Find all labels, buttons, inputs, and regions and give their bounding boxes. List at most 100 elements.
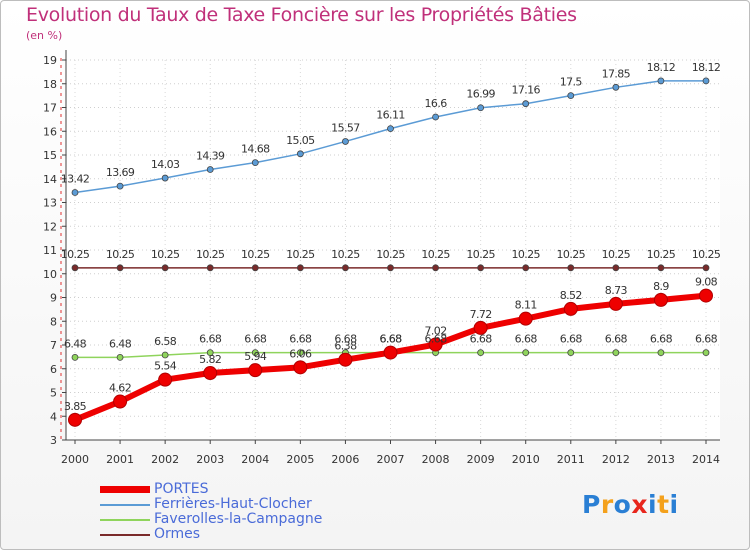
data-label: 15.57 [331,121,360,134]
y-tick-label: 13 [43,197,57,210]
data-label: 10.25 [692,248,721,261]
legend-label: Ferrières-Haut-Clocher [154,496,312,512]
data-label: 6.68 [560,333,583,346]
data-label: 6.68 [515,333,538,346]
data-label: 6.68 [695,333,718,346]
data-label: 10.25 [602,248,631,261]
data-point [522,100,530,108]
data-label: 6.68 [470,333,493,346]
data-point [383,345,398,360]
data-point [161,264,169,272]
data-point [113,394,128,409]
data-label: 14.03 [151,158,180,171]
y-tick-label: 15 [43,149,57,162]
x-tick-label: 2008 [422,453,450,466]
data-label: 6.68 [334,333,357,346]
data-point [518,311,533,326]
data-point [161,174,169,182]
data-point [293,360,308,375]
data-label: 8.9 [653,280,669,293]
data-label: 6.48 [109,337,132,350]
y-tick-label: 5 [50,387,57,400]
data-label: 8.73 [605,284,628,297]
data-label: 8.52 [560,289,582,302]
data-label: 10.25 [376,248,405,261]
data-label: 7.72 [470,308,492,321]
legend-swatch [100,486,150,493]
x-tick-label: 2004 [241,453,269,466]
legend-label: Ormes [154,526,201,542]
data-point [116,182,124,190]
data-label: 6.06 [289,347,312,360]
data-point [158,372,173,387]
data-point [473,320,488,335]
data-point [68,412,82,427]
data-point [477,264,485,272]
data-point [567,264,575,272]
y-tick-label: 14 [43,173,57,186]
logo-letter: i [648,490,658,519]
y-tick-label: 11 [43,244,57,257]
y-tick-label: 4 [50,410,57,423]
x-tick-label: 2011 [557,453,585,466]
legend-swatch [100,504,150,506]
data-point [251,159,259,167]
data-point [432,264,439,272]
y-axis-unit-label: (en %) [26,29,63,42]
data-point [251,264,259,272]
data-label: 6.58 [154,335,177,348]
logo-letter: x [631,490,648,519]
data-label: 9.08 [695,276,718,289]
x-tick-label: 2010 [512,453,540,466]
data-point [296,264,304,272]
data-label: 10.25 [331,248,360,261]
x-tick-label: 2009 [467,453,495,466]
x-tick-label: 2014 [692,453,720,466]
data-point [612,83,620,91]
data-point [342,138,349,145]
data-label: 3.85 [64,400,87,413]
data-point [702,77,710,85]
data-point [203,366,218,381]
data-label: 17.16 [511,84,540,97]
data-point [657,77,665,85]
x-tick-label: 2001 [106,453,134,466]
legend-label: PORTES [154,481,209,497]
data-point [296,349,304,357]
data-point [477,349,485,357]
data-label: 16.6 [425,97,448,110]
data-point [251,349,259,357]
data-point [71,189,79,196]
data-point [116,353,124,361]
data-label: 6.48 [64,337,87,350]
y-tick-label: 16 [43,125,57,138]
data-label: 6.68 [605,333,628,346]
data-label: 13.69 [106,166,135,179]
data-label: 16.11 [376,109,405,122]
data-label: 6.68 [289,333,312,346]
data-label: 6.68 [650,333,673,346]
data-point [296,150,304,158]
data-point [71,264,79,272]
legend-swatch [100,519,150,521]
data-point [342,264,349,272]
data-point [657,349,665,357]
x-tick-label: 2005 [286,453,314,466]
data-label: 6.38 [334,340,357,353]
data-label: 6.68 [379,333,402,346]
data-label: 6.68 [425,333,448,346]
x-tick-label: 2002 [151,453,179,466]
data-point [567,349,575,357]
chart-title: Evolution du Taux de Taxe Foncière sur l… [26,4,577,26]
data-label: 10.25 [61,248,90,261]
data-label: 7.02 [425,325,447,338]
data-label: 17.85 [602,67,631,80]
data-point [522,349,530,357]
logo-letter: t [657,490,670,519]
y-tick-label: 18 [43,78,57,91]
data-label: 5.54 [154,360,177,373]
data-label: 10.25 [286,248,315,261]
data-point [206,349,214,357]
data-label: 14.39 [196,149,225,162]
